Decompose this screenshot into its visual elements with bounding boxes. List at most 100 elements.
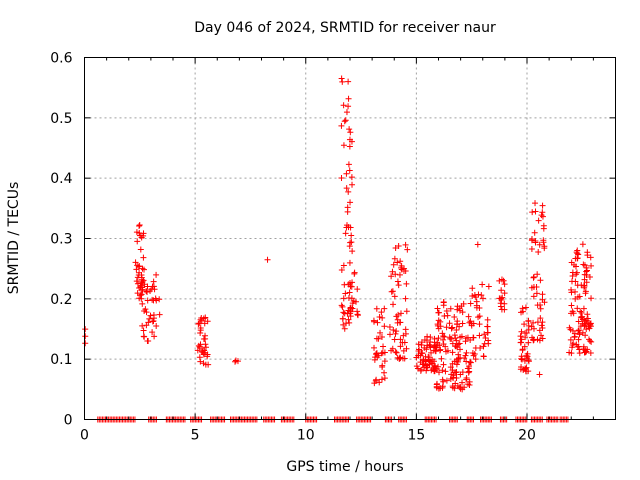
data-point	[576, 331, 583, 338]
data-point	[580, 261, 587, 268]
data-point	[347, 129, 354, 136]
data-point	[436, 369, 443, 376]
data-point	[371, 356, 378, 363]
data-point	[82, 340, 89, 347]
data-point	[428, 349, 435, 356]
data-point	[144, 288, 151, 295]
data-point	[454, 344, 461, 351]
data-point	[425, 354, 432, 361]
data-point	[521, 321, 528, 328]
x-tick-label: 20	[518, 428, 536, 444]
data-point	[133, 278, 140, 285]
data-point	[584, 249, 591, 256]
data-point	[574, 282, 581, 289]
data-point	[531, 229, 538, 236]
data-point	[467, 300, 474, 307]
data-point	[588, 295, 595, 302]
data-point	[459, 369, 466, 376]
data-point	[572, 263, 579, 270]
data-point	[395, 242, 402, 249]
data-point	[463, 374, 470, 381]
data-point	[459, 379, 466, 386]
data-point	[569, 344, 576, 351]
data-point	[501, 290, 508, 297]
data-point	[518, 356, 525, 363]
data-point	[82, 326, 89, 333]
data-point	[394, 319, 401, 326]
data-point	[389, 345, 396, 352]
data-point	[380, 343, 387, 350]
data-point	[577, 308, 584, 315]
data-point	[145, 337, 152, 344]
data-point	[454, 321, 461, 328]
data-point	[484, 323, 491, 330]
data-point	[156, 311, 163, 318]
data-point	[573, 271, 580, 278]
data-point	[197, 327, 204, 334]
data-point	[536, 371, 543, 378]
data-point	[390, 326, 397, 333]
data-point	[149, 283, 156, 290]
data-point	[392, 349, 399, 356]
data-point	[134, 262, 141, 269]
data-point	[349, 181, 356, 188]
data-point	[134, 280, 141, 287]
data-point	[390, 261, 397, 268]
data-point	[444, 312, 451, 319]
data-point	[404, 246, 411, 253]
data-point	[540, 237, 547, 244]
data-point	[519, 346, 526, 353]
data-point	[139, 300, 146, 307]
data-point	[480, 353, 487, 360]
y-tick-label: 0	[64, 413, 73, 429]
data-point	[378, 376, 385, 383]
data-point	[378, 309, 385, 316]
data-point	[379, 362, 386, 369]
data-point	[535, 249, 542, 256]
data-point	[538, 212, 545, 219]
data-point	[381, 369, 388, 376]
data-point	[466, 381, 473, 388]
data-point	[580, 346, 587, 353]
data-point	[402, 295, 409, 302]
data-point	[463, 358, 470, 365]
data-point	[453, 374, 460, 381]
data-point	[393, 328, 400, 335]
data-point	[446, 320, 453, 327]
data-point	[416, 346, 423, 353]
data-point	[449, 383, 456, 390]
data-point	[386, 331, 393, 338]
data-point	[433, 344, 440, 351]
data-point	[579, 241, 586, 248]
data-point	[524, 353, 531, 360]
data-point	[442, 343, 449, 350]
data-point	[391, 293, 398, 300]
data-point	[453, 369, 460, 376]
data-point	[390, 301, 397, 308]
x-axis-label: GPS time / hours	[286, 459, 403, 475]
data-point	[371, 344, 378, 351]
data-point	[424, 364, 431, 371]
data-point	[447, 305, 454, 312]
data-point	[437, 346, 444, 353]
data-point	[532, 208, 539, 215]
data-point	[537, 305, 544, 312]
data-point	[496, 295, 503, 302]
data-point	[485, 283, 492, 290]
data-point	[394, 278, 401, 285]
y-tick-label: 0.5	[50, 111, 72, 127]
data-point	[338, 175, 345, 182]
data-point	[584, 311, 591, 318]
data-point	[451, 332, 458, 339]
data-point	[202, 341, 209, 348]
data-point	[348, 239, 355, 246]
data-point	[467, 337, 474, 344]
data-point	[469, 285, 476, 292]
data-point	[400, 347, 407, 354]
data-point	[530, 284, 537, 291]
data-point	[585, 336, 592, 343]
data-point	[342, 117, 349, 124]
data-point	[371, 318, 378, 325]
data-point	[392, 330, 399, 337]
data-point	[423, 337, 430, 344]
